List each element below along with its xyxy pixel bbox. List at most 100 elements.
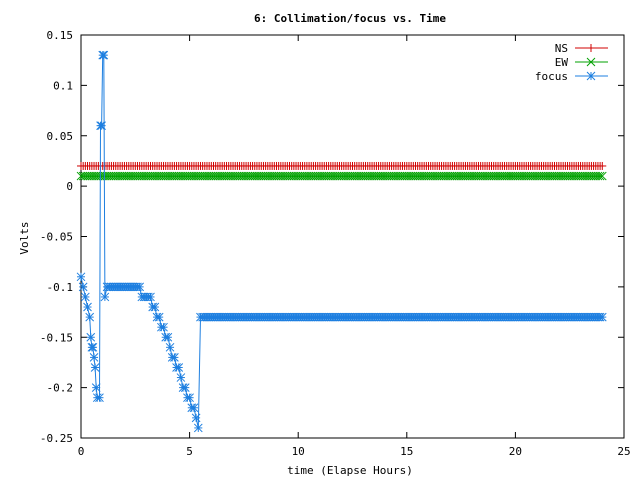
data-point bbox=[170, 353, 179, 362]
data-point bbox=[576, 171, 585, 181]
data-point bbox=[558, 171, 568, 181]
data-point bbox=[250, 171, 260, 181]
data-point bbox=[515, 171, 525, 181]
data-point bbox=[332, 171, 342, 181]
data-point bbox=[259, 171, 268, 181]
data-point bbox=[467, 171, 477, 181]
data-point bbox=[567, 171, 577, 181]
data-point bbox=[482, 171, 492, 181]
y-tick-label: 0.1 bbox=[53, 79, 73, 92]
data-point bbox=[200, 171, 210, 181]
data-point bbox=[157, 171, 166, 181]
data-point bbox=[146, 171, 155, 181]
data-point bbox=[254, 171, 264, 181]
data-point bbox=[439, 171, 449, 181]
data-point bbox=[565, 171, 575, 181]
data-point bbox=[406, 171, 416, 181]
data-point bbox=[126, 171, 136, 181]
data-point bbox=[537, 171, 546, 181]
data-point bbox=[85, 171, 95, 181]
data-point bbox=[219, 171, 229, 181]
y-tick-label: -0.15 bbox=[40, 331, 73, 344]
data-point bbox=[296, 171, 305, 181]
data-point bbox=[137, 171, 147, 181]
data-point bbox=[111, 171, 121, 181]
data-point bbox=[274, 171, 284, 181]
data-point bbox=[313, 171, 323, 181]
data-point bbox=[154, 171, 164, 181]
data-point bbox=[465, 171, 475, 181]
data-point bbox=[408, 171, 418, 181]
data-point bbox=[228, 171, 238, 181]
data-point bbox=[83, 302, 92, 312]
data-point bbox=[534, 171, 544, 181]
data-point bbox=[267, 171, 277, 181]
data-point bbox=[322, 171, 331, 181]
data-point bbox=[83, 171, 92, 181]
data-point bbox=[547, 171, 557, 181]
data-point bbox=[237, 171, 247, 181]
data-point bbox=[100, 171, 110, 181]
data-point bbox=[135, 282, 144, 292]
data-point bbox=[187, 171, 197, 181]
data-point bbox=[276, 171, 286, 181]
data-point bbox=[441, 171, 451, 181]
data-point bbox=[369, 171, 379, 181]
series-layer bbox=[76, 50, 607, 433]
data-point bbox=[189, 171, 199, 181]
data-point bbox=[224, 171, 234, 181]
data-point bbox=[265, 171, 275, 181]
data-point bbox=[471, 171, 481, 181]
chart-title: 6: Collimation/focus vs. Time bbox=[254, 12, 446, 25]
legend-marker bbox=[587, 44, 595, 52]
data-point bbox=[597, 171, 607, 181]
data-point bbox=[391, 171, 401, 181]
data-point bbox=[526, 171, 535, 181]
data-point bbox=[404, 171, 414, 181]
data-point bbox=[85, 312, 95, 322]
data-point bbox=[122, 171, 131, 181]
data-point bbox=[204, 171, 214, 181]
data-point bbox=[554, 171, 564, 181]
data-point bbox=[99, 50, 109, 60]
data-point bbox=[385, 171, 394, 181]
data-point bbox=[239, 171, 249, 181]
data-point bbox=[521, 171, 531, 181]
y-tick-label: 0 bbox=[66, 180, 73, 193]
data-point bbox=[421, 171, 431, 181]
data-point bbox=[500, 171, 509, 181]
data-point bbox=[335, 171, 344, 181]
data-point bbox=[128, 171, 138, 181]
data-point bbox=[154, 312, 164, 322]
data-point bbox=[256, 171, 266, 181]
data-point bbox=[428, 171, 438, 181]
data-point bbox=[450, 171, 459, 181]
data-point bbox=[330, 171, 340, 181]
data-point bbox=[280, 171, 290, 181]
data-point bbox=[91, 171, 101, 181]
data-point bbox=[189, 403, 199, 413]
data-point bbox=[339, 171, 349, 181]
data-point bbox=[97, 121, 106, 131]
data-point bbox=[345, 171, 355, 181]
data-point bbox=[365, 171, 375, 181]
data-point bbox=[498, 171, 507, 181]
data-point bbox=[524, 171, 533, 181]
data-point bbox=[89, 353, 99, 362]
data-point bbox=[163, 171, 173, 181]
data-point bbox=[569, 171, 579, 181]
data-point bbox=[300, 171, 310, 181]
data-point bbox=[209, 171, 218, 181]
legend-marker bbox=[586, 57, 596, 67]
data-point bbox=[185, 171, 194, 181]
data-point bbox=[413, 171, 423, 181]
data-point bbox=[356, 171, 366, 181]
data-point bbox=[595, 171, 605, 181]
data-point bbox=[113, 171, 123, 181]
data-point bbox=[469, 171, 479, 181]
data-point bbox=[183, 171, 192, 181]
data-point bbox=[86, 332, 96, 342]
data-point bbox=[400, 171, 409, 181]
data-point bbox=[278, 171, 288, 181]
